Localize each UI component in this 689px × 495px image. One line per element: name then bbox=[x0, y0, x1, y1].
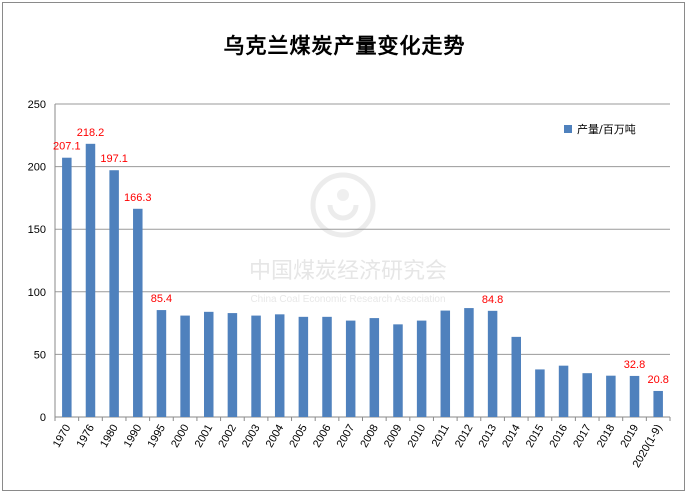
data-labels: 207.1 218.2 197.1 166.3 85.4 84.8 32.820.8 bbox=[53, 127, 669, 386]
x-tick-label: 2011 bbox=[430, 423, 452, 449]
x-tick-label: 2007 bbox=[335, 423, 358, 450]
bar bbox=[606, 375, 616, 417]
x-tick-label: 2002 bbox=[216, 423, 239, 450]
data-label: 85.4 bbox=[151, 293, 172, 305]
y-tick-label: 150 bbox=[28, 224, 46, 236]
bar bbox=[535, 369, 545, 417]
x-tick-label: 1970 bbox=[51, 423, 74, 450]
bar bbox=[369, 318, 380, 417]
data-label: 197.1 bbox=[100, 153, 128, 165]
legend-label: 产量/百万吨 bbox=[577, 122, 636, 136]
watermark-logo-icon bbox=[310, 172, 376, 238]
bar bbox=[511, 336, 521, 417]
bar bbox=[227, 313, 238, 417]
bar bbox=[133, 208, 143, 417]
data-label: 32.8 bbox=[624, 359, 645, 371]
x-axis: 1970 1976 1980 1990 1995 2000 2001 2002 2003 2004… bbox=[51, 417, 671, 470]
bar bbox=[204, 311, 214, 417]
bar bbox=[322, 316, 332, 417]
x-tick-label: 2012 bbox=[453, 423, 476, 450]
x-tick-label: 1990 bbox=[122, 423, 145, 450]
x-tick-label: 2009 bbox=[382, 423, 405, 450]
watermark: 中国煤炭经济研究会 China Coal Economic Research A… bbox=[249, 172, 447, 305]
bar bbox=[393, 324, 403, 417]
x-tick-label: 1976 bbox=[74, 423, 97, 450]
bar bbox=[251, 315, 261, 417]
x-tick-label: 2018 bbox=[595, 423, 618, 450]
x-tick-label: 2017 bbox=[571, 423, 594, 450]
x-tick-label: 2016 bbox=[548, 423, 571, 450]
x-tick-label: 2000 bbox=[169, 423, 192, 450]
x-tick-label: 1995 bbox=[145, 423, 168, 450]
bar bbox=[653, 390, 663, 417]
bar bbox=[156, 310, 167, 417]
bar bbox=[582, 373, 592, 417]
data-label: 84.8 bbox=[482, 294, 503, 306]
bar bbox=[487, 310, 498, 417]
y-tick-label: 250 bbox=[28, 99, 46, 111]
watermark-text: 中国煤炭经济研究会 bbox=[249, 259, 447, 284]
x-tick-label: 2019 bbox=[618, 423, 641, 450]
y-tick-label: 200 bbox=[28, 162, 46, 174]
chart-title: 乌克兰煤炭产量变化走势 bbox=[223, 34, 466, 58]
x-tick-label: 2005 bbox=[287, 423, 310, 450]
watermark-subtext: China Coal Economic Research Association bbox=[250, 294, 445, 305]
bar bbox=[180, 315, 190, 417]
bar bbox=[464, 308, 474, 417]
legend: 产量/百万吨 bbox=[564, 122, 636, 136]
bar bbox=[298, 316, 309, 417]
bar bbox=[62, 157, 72, 417]
bar bbox=[416, 320, 427, 417]
data-label: 20.8 bbox=[647, 374, 668, 386]
bar bbox=[629, 375, 640, 417]
x-tick-label: 2004 bbox=[264, 423, 287, 450]
x-tick-label: 2014 bbox=[500, 423, 523, 450]
y-tick-label: 50 bbox=[34, 349, 46, 361]
x-tick-label: 2013 bbox=[477, 423, 500, 450]
legend-swatch bbox=[564, 125, 572, 133]
bars bbox=[62, 143, 663, 417]
x-tick-label: 2003 bbox=[240, 423, 263, 450]
bar bbox=[440, 310, 451, 417]
data-label: 218.2 bbox=[77, 127, 105, 139]
bar bbox=[345, 320, 356, 417]
y-tick-label: 0 bbox=[40, 412, 46, 424]
x-tick-label: 2015 bbox=[524, 423, 547, 450]
x-tick-label: 2008 bbox=[358, 423, 381, 450]
x-tick-label: 1980 bbox=[98, 423, 121, 450]
bar bbox=[109, 170, 119, 417]
x-tick-label: 2006 bbox=[311, 423, 334, 450]
bar bbox=[558, 365, 569, 417]
bar bbox=[85, 143, 96, 417]
x-tick-label: 2001 bbox=[193, 423, 216, 450]
y-tick-label: 100 bbox=[28, 287, 46, 299]
data-label: 207.1 bbox=[53, 141, 81, 153]
x-tick-label: 2010 bbox=[406, 423, 429, 450]
data-label: 166.3 bbox=[124, 192, 152, 204]
bar bbox=[274, 314, 285, 417]
